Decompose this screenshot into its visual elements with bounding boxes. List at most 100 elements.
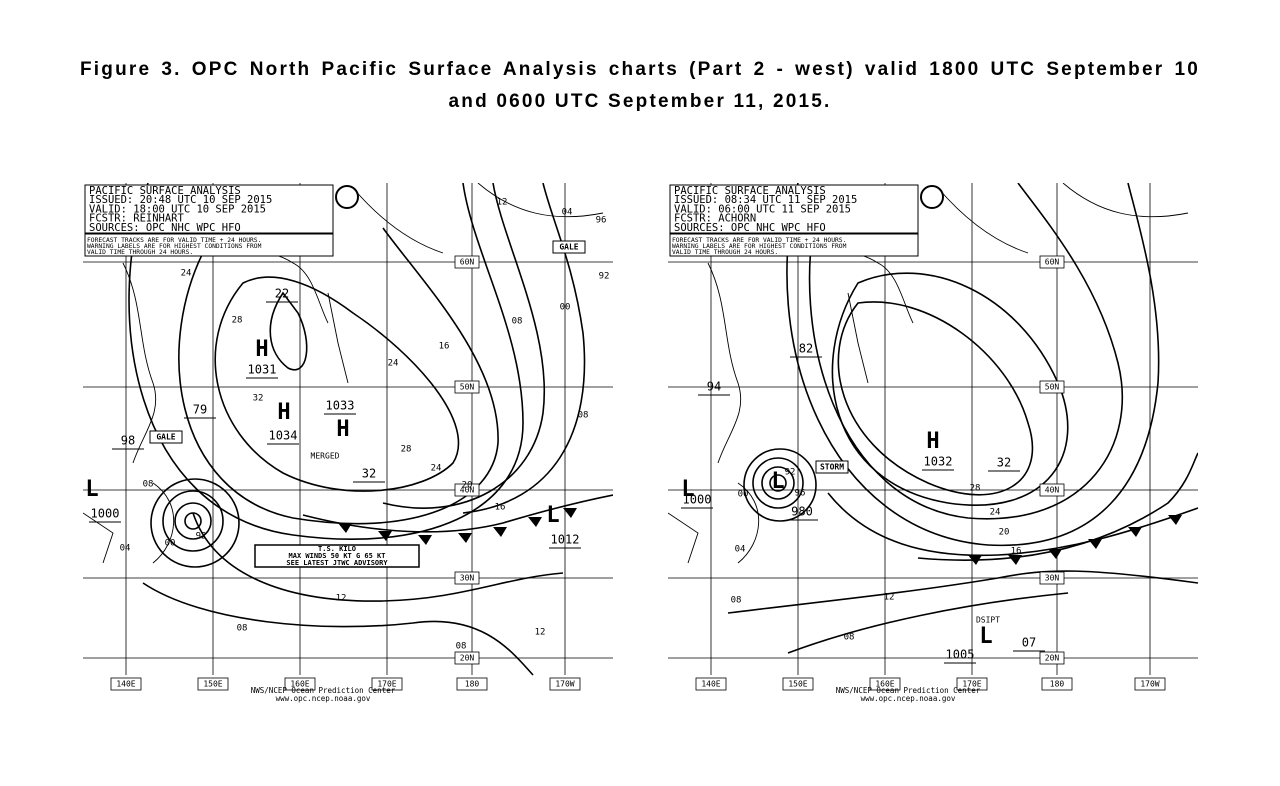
pressure-center: H xyxy=(926,429,939,454)
warning-line: WARNING LABELS ARE FOR HIGHEST CONDITION… xyxy=(672,243,847,250)
header-line: ISSUED: 20:48 UTC 10 SEP 2015 xyxy=(89,194,272,206)
header-line: FCSTR: ACHORN xyxy=(674,213,756,225)
map-label: 32 xyxy=(253,394,264,404)
map-label: 07 xyxy=(1022,636,1036,650)
map-label: 20 xyxy=(462,481,473,491)
cold-front xyxy=(827,492,1198,565)
lat-label: 60N xyxy=(1045,258,1060,267)
map-label: 92 xyxy=(196,532,207,542)
pressure-center: L xyxy=(979,624,992,649)
coastline xyxy=(668,183,1189,564)
map-label: 08 xyxy=(237,624,248,634)
lon-label: 170W xyxy=(555,680,574,689)
map-label: 24 xyxy=(388,359,399,369)
map-label: 28 xyxy=(401,445,412,455)
lon-label-box xyxy=(695,677,727,691)
storm-box xyxy=(254,544,420,568)
pressure-center: H xyxy=(255,337,268,362)
map-label: STORM xyxy=(820,463,844,472)
lat-label: 50N xyxy=(460,383,475,392)
lat-label-box xyxy=(1039,483,1065,497)
map-label: 16 xyxy=(439,342,450,352)
lat-label-box xyxy=(454,651,480,665)
map-label: 12 xyxy=(336,594,347,604)
map-label: 1000 xyxy=(683,493,712,507)
storm-box-line: T.S. KILO xyxy=(318,545,356,553)
header-line: ISSUED: 08:34 UTC 11 SEP 2015 xyxy=(674,194,857,206)
lon-label: 140E xyxy=(701,680,720,689)
map-label: GALE xyxy=(156,433,175,442)
map-label: 04 xyxy=(120,544,131,554)
lat-label-box xyxy=(454,483,480,497)
header-line: VALID: 18:00 UTC 10 SEP 2015 xyxy=(89,203,266,215)
map-label: 12 xyxy=(884,593,895,603)
lat-label-box xyxy=(454,255,480,269)
map-label: 980 xyxy=(791,505,813,519)
map-label: 28 xyxy=(232,316,243,326)
pressure-center: L xyxy=(771,469,784,494)
map-label: 24 xyxy=(990,508,1001,518)
map-label: 08 xyxy=(844,633,855,643)
map-label: 12 xyxy=(535,628,546,638)
lat-label-box xyxy=(1039,571,1065,585)
map-label: 04 xyxy=(562,208,573,218)
map-label: 22 xyxy=(275,287,289,301)
map-label: 1033 xyxy=(326,399,355,413)
map-label: 96 xyxy=(596,216,607,226)
header-line: PACIFIC SURFACE ANALYSIS xyxy=(674,185,826,197)
warning-line: VALID TIME THROUGH 24 HOURS. xyxy=(672,249,778,256)
coastline xyxy=(83,183,604,564)
map-label: 08 xyxy=(143,480,154,490)
lat-label-box xyxy=(454,380,480,394)
map-label: 32 xyxy=(362,467,376,481)
map-label: 00 xyxy=(738,490,749,500)
map-label: 32 xyxy=(997,456,1011,470)
lon-label: 170E xyxy=(962,680,981,689)
lon-label-box xyxy=(371,677,403,691)
lon-label-box xyxy=(110,677,142,691)
map-label: 00 xyxy=(560,303,571,313)
pressure-center: L xyxy=(681,477,694,502)
map-label: 08 xyxy=(731,596,742,606)
lon-label: 140E xyxy=(116,680,135,689)
map-label: 92 xyxy=(599,272,610,282)
map-label: 79 xyxy=(193,403,207,417)
warning-line: FORECAST TRACKS ARE FOR VALID TIME + 24 … xyxy=(87,237,261,244)
grid xyxy=(83,183,613,675)
lon-label: 180 xyxy=(465,680,480,689)
lat-label: 40N xyxy=(460,486,475,495)
map-label: 1012 xyxy=(551,533,580,547)
lon-label-box xyxy=(869,677,901,691)
map-label: 12 xyxy=(497,198,508,208)
header-line: PACIFIC SURFACE ANALYSIS xyxy=(89,185,241,197)
lon-label-box xyxy=(1041,677,1073,691)
isobars xyxy=(128,183,586,676)
header-boxes xyxy=(669,184,944,257)
footer-line: NWS/NCEP Ocean Prediction Center xyxy=(836,686,981,695)
map-label: 20 xyxy=(999,528,1010,538)
lon-label-box xyxy=(197,677,229,691)
map-label: 1005 xyxy=(946,648,975,662)
storm-box-line: MAX WINDS 50 KT G 65 KT xyxy=(289,552,386,560)
map-label: 92 xyxy=(785,468,796,478)
map-label: 1032 xyxy=(924,455,953,469)
warning-box xyxy=(149,430,183,444)
storm-box-line: SEE LATEST JTWC ADVISORY xyxy=(286,559,388,567)
pressure-center: L xyxy=(546,503,559,528)
lat-label-box xyxy=(1039,255,1065,269)
map-label: 1000 xyxy=(91,507,120,521)
lon-label-box xyxy=(956,677,988,691)
lon-label: 160E xyxy=(875,680,894,689)
warning-box xyxy=(552,240,586,254)
lon-label: 170W xyxy=(1140,680,1159,689)
header-line: FCSTR: REINHART xyxy=(89,213,185,225)
cold-front xyxy=(302,494,613,545)
grid xyxy=(668,183,1198,675)
lon-label-box xyxy=(284,677,316,691)
footer-line: www.opc.ncep.noaa.gov xyxy=(276,694,371,703)
map-label: 16 xyxy=(1011,547,1022,557)
lon-label-box xyxy=(456,677,488,691)
